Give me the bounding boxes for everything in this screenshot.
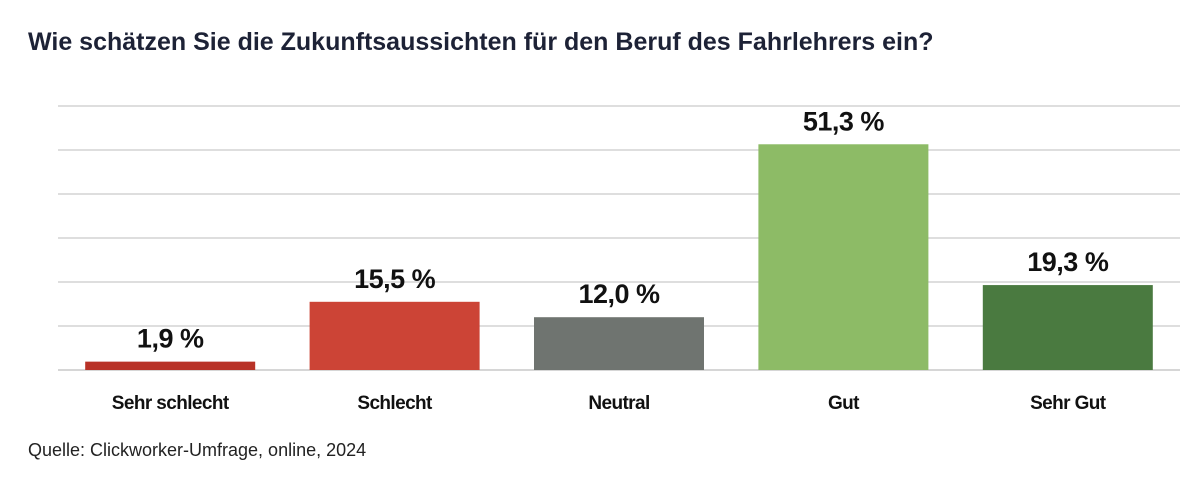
value-label: 51,3 %	[803, 106, 885, 136]
value-label: 1,9 %	[137, 324, 204, 354]
category-label: Neutral	[588, 393, 649, 414]
value-label: 19,3 %	[1027, 247, 1109, 277]
bar	[758, 144, 929, 370]
chart-title: Wie schätzen Sie die Zukunftsaussichten …	[28, 28, 934, 56]
category-label: Gut	[828, 393, 860, 414]
category-label: Schlecht	[357, 393, 433, 414]
category-label: Sehr Gut	[1030, 393, 1107, 414]
bar	[85, 361, 256, 370]
bar	[982, 285, 1153, 370]
value-label: 12,0 %	[578, 279, 660, 309]
value-label: 15,5 %	[354, 264, 436, 294]
bar	[534, 317, 704, 370]
source-note: Quelle: Clickworker-Umfrage, online, 202…	[28, 440, 367, 460]
bar	[309, 301, 480, 370]
category-label: Sehr schlecht	[112, 393, 230, 414]
